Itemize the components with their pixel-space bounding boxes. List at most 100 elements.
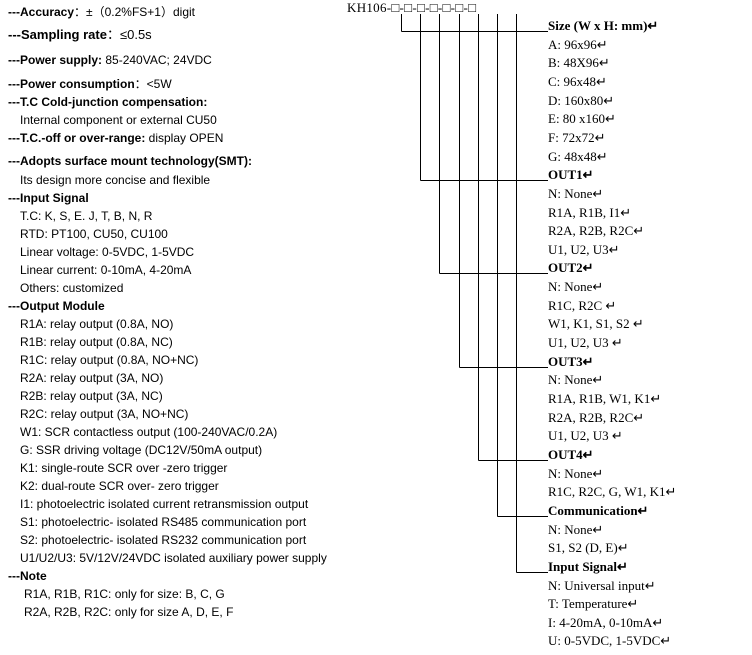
group-heading: Input Signal↵ <box>548 558 628 574</box>
spec-label: ---Note <box>8 569 47 583</box>
option: T: Temperature↵ <box>548 596 639 612</box>
spec-label: ---Adopts surface mount technology(SMT): <box>8 154 252 168</box>
spec-value: R1A, R1B, R1C: only for size: B, C, G <box>24 587 225 601</box>
group-heading: Communication↵ <box>548 502 649 518</box>
spec-line: ---Power consumption：<5W <box>8 77 172 91</box>
spec-line: W1: SCR contactless output (100-240VAC/0… <box>20 425 277 439</box>
spec-label: ---T.C.-off or over-range: <box>8 131 146 145</box>
spec-value: ：<5W <box>134 77 172 91</box>
spec-value: U1/U2/U3: 5V/12V/24VDC isolated auxiliar… <box>20 551 327 565</box>
option: A: 96x96↵ <box>548 36 608 52</box>
spec-line: K2: dual-route SCR over- zero trigger <box>20 479 219 493</box>
spec-value: ：≤0.5s <box>106 27 152 42</box>
option: U1, U2, U3 ↵ <box>548 428 623 444</box>
option: W1, K1, S1, S2 ↵ <box>548 316 644 332</box>
group-heading: Size (W x H: mm)↵ <box>548 18 659 33</box>
spec-line: K1: single-route SCR over -zero trigger <box>20 461 227 475</box>
spec-line: ---T.C.-off or over-range: display OPEN <box>8 131 223 145</box>
spec-value: S2: photoelectric- isolated RS232 commun… <box>20 533 307 547</box>
option: I: 4-20mA, 0-10mA↵ <box>548 614 664 630</box>
spec-value: R1A: relay output (0.8A, NO) <box>20 317 174 331</box>
spec-value: R1B: relay output (0.8A, NC) <box>20 335 173 349</box>
option: N: None↵ <box>548 279 604 295</box>
spec-line: Internal component or external CU50 <box>20 113 217 127</box>
option: R1A, R1B, I1↵ <box>548 204 632 220</box>
group-heading: OUT2↵ <box>548 260 594 276</box>
option: U1, U2, U3↵ <box>548 241 620 257</box>
spec-line: R2B: relay output (3A, NC) <box>20 389 163 403</box>
option: N: Universal input↵ <box>548 577 656 593</box>
spec-value: R1C: relay output (0.8A, NO+NC) <box>20 353 199 367</box>
model-code: KH106-□-□-□-□-□-□-□ <box>347 0 477 15</box>
spec-line: U1/U2/U3: 5V/12V/24VDC isolated auxiliar… <box>20 551 327 565</box>
option: R1A, R1B, W1, K1↵ <box>548 391 662 406</box>
spec-line: S2: photoelectric- isolated RS232 commun… <box>20 533 306 547</box>
spec-label: ---Sampling rate <box>8 27 107 42</box>
spec-line: I1: photoelectric isolated current retra… <box>20 497 308 511</box>
spec-value: R2C: relay output (3A, NO+NC) <box>20 407 189 421</box>
spec-value: S1: photoelectric- isolated RS485 commun… <box>20 515 307 529</box>
option: F: 72x72↵ <box>548 129 606 145</box>
option: R2A, R2B, R2C↵ <box>548 223 645 239</box>
group-heading: OUT1↵ <box>548 167 594 183</box>
spec-value: R2A: relay output (3A, NO) <box>20 371 164 385</box>
spec-value: Linear current: 0-10mA, 4-20mA <box>20 263 192 277</box>
spec-value: display OPEN <box>145 131 224 145</box>
spec-line: R1A, R1B, R1C: only for size: B, C, G <box>24 587 225 601</box>
spec-value: G: SSR driving voltage (DC12V/50mA outpu… <box>20 443 263 457</box>
option: N: None↵ <box>548 521 604 537</box>
spec-line: R1B: relay output (0.8A, NC) <box>20 335 173 349</box>
option: E: 80 x160↵ <box>548 111 616 127</box>
option: S1, S2 (D, E)↵ <box>548 540 629 556</box>
spec-value: I1: photoelectric isolated current retra… <box>20 497 309 511</box>
spec-line: R2A, R2B, R2C: only for size A, D, E, F <box>24 605 233 619</box>
spec-line: ---Note <box>8 569 47 583</box>
spec-value: Linear voltage: 0-5VDC, 1-5VDC <box>20 245 195 259</box>
option: U1, U2, U3 ↵ <box>548 335 623 351</box>
spec-label: ---Power consumption <box>8 77 135 91</box>
spec-line: Its design more concise and flexible <box>20 173 210 187</box>
spec-label: ---Output Module <box>8 299 105 313</box>
group-heading: OUT3↵ <box>548 353 594 369</box>
option: C: 96x48↵ <box>548 73 607 89</box>
option: U: 0-5VDC, 1-5VDC↵ <box>548 633 672 649</box>
spec-value: Others: customized <box>20 281 124 295</box>
spec-line: ---Adopts surface mount technology(SMT): <box>8 154 252 168</box>
spec-line: R2A: relay output (3A, NO) <box>20 371 163 385</box>
spec-value: Its design more concise and flexible <box>20 173 211 187</box>
option: N: None↵ <box>548 372 604 388</box>
spec-line: R2C: relay output (3A, NO+NC) <box>20 407 188 421</box>
spec-line: ---Input Signal <box>8 191 89 205</box>
spec-line: G: SSR driving voltage (DC12V/50mA outpu… <box>20 443 262 457</box>
option: B: 48X96↵ <box>548 55 610 71</box>
spec-value: RTD: PT100, CU50, CU100 <box>20 227 168 241</box>
spec-line: ---Power supply: 85-240VAC; 24VDC <box>8 53 212 67</box>
option: R2A, R2B, R2C↵ <box>548 409 645 425</box>
spec-value: R2A, R2B, R2C: only for size A, D, E, F <box>24 605 234 619</box>
spec-value: Internal component or external CU50 <box>20 113 217 127</box>
group-heading: OUT4↵ <box>548 446 594 462</box>
option: G: 48x48↵ <box>548 148 608 164</box>
spec-line: ---Sampling rate：≤0.5s <box>8 28 152 42</box>
spec-line: ---Output Module <box>8 299 105 313</box>
spec-value: W1: SCR contactless output (100-240VAC/0… <box>20 425 278 439</box>
spec-line: ---Accuracy：±（0.2%FS+1）digit <box>8 5 195 19</box>
spec-value: K1: single-route SCR over -zero trigger <box>20 461 228 475</box>
spec-value: ：±（0.2%FS+1）digit <box>74 5 195 19</box>
option: N: None↵ <box>548 465 604 481</box>
spec-value: 85-240VAC; 24VDC <box>102 53 212 67</box>
spec-label: ---Input Signal <box>8 191 89 205</box>
spec-label: ---T.C Cold-junction compensation: <box>8 95 208 109</box>
spec-line: Linear current: 0-10mA, 4-20mA <box>20 263 191 277</box>
spec-line: R1A: relay output (0.8A, NO) <box>20 317 173 331</box>
spec-label: ---Power supply: <box>8 53 103 67</box>
spec-line: Linear voltage: 0-5VDC, 1-5VDC <box>20 245 194 259</box>
option: R1C, R2C, G, W1, K1↵ <box>548 484 677 500</box>
option: R1C, R2C ↵ <box>548 297 617 313</box>
spec-line: R1C: relay output (0.8A, NO+NC) <box>20 353 198 367</box>
spec-line: ---T.C Cold-junction compensation: <box>8 95 207 109</box>
spec-value: T.C: K, S, E. J, T, B, N, R <box>20 209 153 223</box>
spec-value: R2B: relay output (3A, NC) <box>20 389 163 403</box>
